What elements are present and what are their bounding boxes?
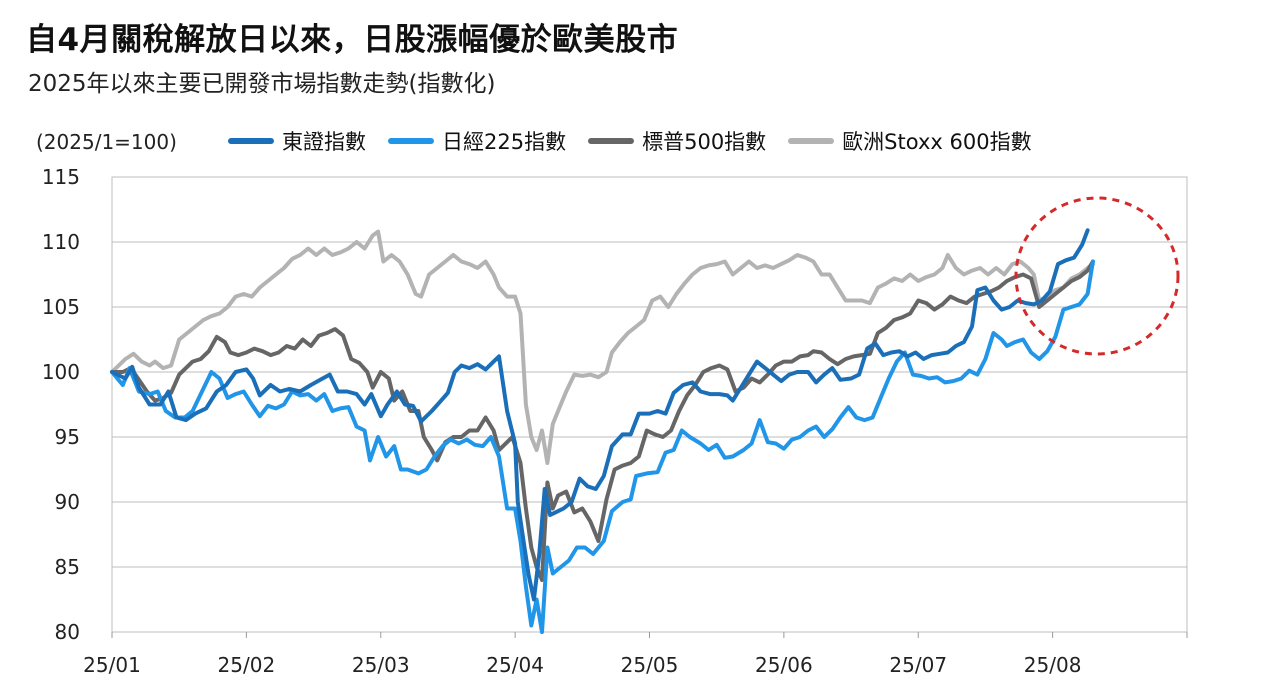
chart-legend: 東證指數 日經225指數 標普500指數 歐洲Stoxx 600指數 bbox=[228, 126, 1032, 156]
legend-swatch-topix bbox=[228, 138, 274, 144]
series-line-stoxx600 bbox=[110, 229, 1095, 465]
x-tick-label: 25/08 bbox=[1024, 653, 1082, 677]
chart-title: 自4月關稅解放日以來，日股漲幅優於歐美股市 bbox=[26, 22, 679, 58]
chart-subtitle: 2025年以來主要已開發市場指數走勢(指數化) bbox=[28, 71, 496, 97]
series-line-nikkei bbox=[110, 259, 1095, 634]
y-tick-label: 110 bbox=[42, 230, 80, 254]
legend-label-topix: 東證指數 bbox=[282, 130, 366, 154]
x-tick-label: 25/06 bbox=[755, 653, 813, 677]
plot-area-border bbox=[111, 176, 1188, 633]
y-tick-label: 115 bbox=[42, 165, 80, 189]
legend-item-stoxx600: 歐洲Stoxx 600指數 bbox=[788, 126, 1032, 156]
legend-label-nikkei: 日經225指數 bbox=[442, 130, 567, 154]
legend-label-sp500: 標普500指數 bbox=[642, 130, 767, 154]
grid-lines bbox=[112, 176, 1187, 633]
legend-item-sp500: 標普500指數 bbox=[588, 126, 766, 156]
y-axis-unit-label: (2025/1=100) bbox=[36, 130, 177, 154]
y-tick-label: 85 bbox=[55, 555, 80, 579]
legend-label-stoxx600: 歐洲Stoxx 600指數 bbox=[842, 130, 1032, 154]
highlight-circle-annotation bbox=[1014, 196, 1180, 356]
series-line-sp500 bbox=[110, 259, 1095, 582]
x-axis-ticks: 25/01 25/02 25/03 25/04 25/05 25/06 25/07 25/08 bbox=[83, 632, 1188, 677]
legend-item-nikkei: 日經225指數 bbox=[388, 126, 566, 156]
y-tick-label: 80 bbox=[55, 620, 80, 644]
x-tick-label: 25/03 bbox=[352, 653, 410, 677]
y-axis-ticks: 80 85 90 95 100 105 110 115 bbox=[42, 165, 80, 644]
y-tick-label: 90 bbox=[55, 490, 80, 514]
x-tick-label: 25/04 bbox=[486, 653, 544, 677]
series-line-topix bbox=[110, 228, 1090, 602]
legend-swatch-sp500 bbox=[588, 138, 635, 144]
y-tick-label: 95 bbox=[55, 425, 80, 449]
x-tick-label: 25/05 bbox=[621, 653, 679, 677]
x-tick-label: 25/02 bbox=[218, 653, 276, 677]
legend-swatch-nikkei bbox=[388, 138, 434, 144]
y-tick-label: 100 bbox=[42, 360, 80, 384]
series-lines bbox=[110, 228, 1095, 634]
legend-swatch-stoxx600 bbox=[788, 138, 835, 144]
x-tick-label: 25/07 bbox=[889, 653, 947, 677]
x-tick-label: 25/01 bbox=[83, 653, 141, 677]
legend-item-topix: 東證指數 bbox=[228, 126, 366, 156]
y-tick-label: 105 bbox=[42, 295, 80, 319]
